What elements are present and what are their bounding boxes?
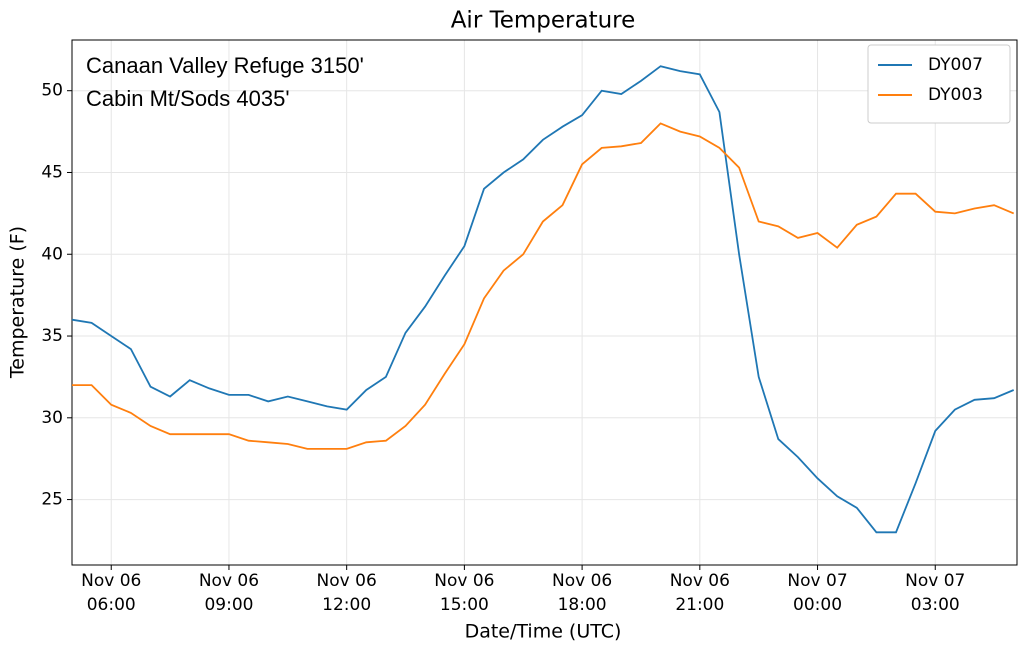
x-tick-label: 12:00 xyxy=(322,595,371,615)
x-axis-label: Date/Time (UTC) xyxy=(465,621,622,643)
legend-label: DY007 xyxy=(928,55,983,75)
y-axis-label: Temperature (F) xyxy=(7,226,29,379)
y-tick-label: 25 xyxy=(41,490,63,510)
x-tick-label: 03:00 xyxy=(911,595,960,615)
x-tick-label: Nov 06 xyxy=(81,571,141,591)
x-tick-label: 15:00 xyxy=(440,595,489,615)
y-tick-label: 30 xyxy=(41,408,63,428)
annotation: Canaan Valley Refuge 3150' xyxy=(86,53,364,78)
x-tick-label: Nov 07 xyxy=(787,571,847,591)
y-tick-label: 40 xyxy=(41,244,63,264)
x-tick-label: 00:00 xyxy=(793,595,842,615)
y-tick-label: 35 xyxy=(41,326,63,346)
x-tick-label: Nov 07 xyxy=(905,571,965,591)
x-tick-label: 18:00 xyxy=(558,595,607,615)
x-tick-label: 06:00 xyxy=(87,595,136,615)
legend-label: DY003 xyxy=(928,85,983,105)
x-tick-label: Nov 06 xyxy=(317,571,377,591)
data-line xyxy=(72,122,1015,450)
plot-frame xyxy=(71,39,1018,566)
x-tick-label: Nov 06 xyxy=(199,571,259,591)
x-tick-label: Nov 06 xyxy=(434,571,494,591)
x-tick-label: 21:00 xyxy=(675,595,724,615)
chart-title: Air Temperature xyxy=(451,8,636,34)
x-tick-label: 09:00 xyxy=(204,595,253,615)
annotation: Cabin Mt/Sods 4035' xyxy=(86,86,290,111)
data-line xyxy=(71,65,1015,534)
y-tick-label: 45 xyxy=(41,162,63,182)
y-tick-label: 50 xyxy=(41,81,63,101)
x-tick-label: Nov 06 xyxy=(670,571,730,591)
x-tick-label: Nov 06 xyxy=(552,571,612,591)
